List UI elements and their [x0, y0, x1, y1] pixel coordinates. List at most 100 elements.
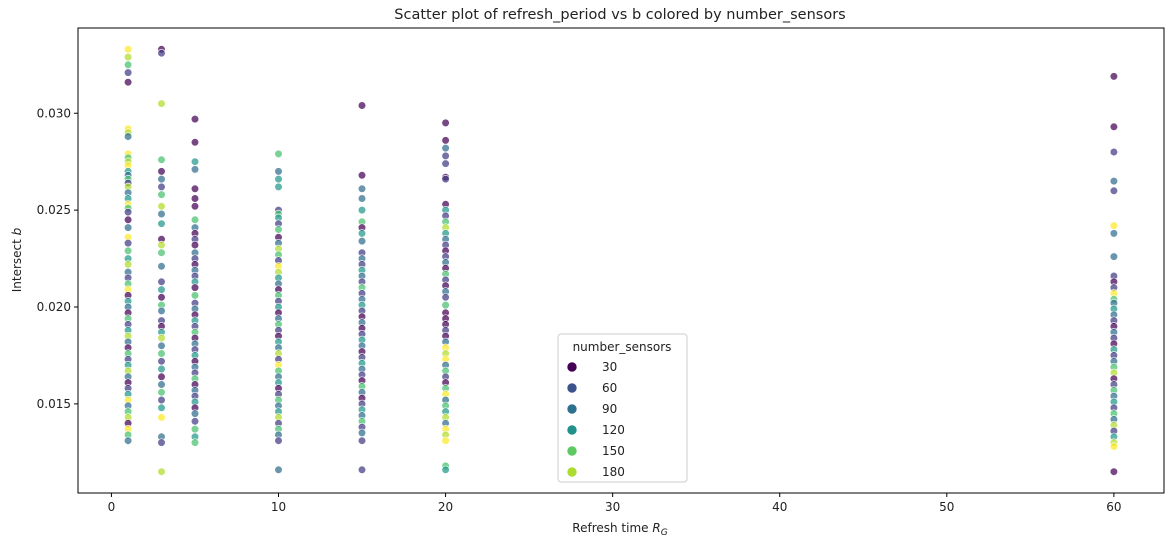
data-point	[190, 409, 200, 418]
data-point	[357, 101, 367, 110]
plot-frame	[77, 27, 1165, 494]
legend-entries: 30 60 90 120 150 180	[566, 360, 625, 479]
data-point	[190, 194, 200, 203]
y-tick-label: 0.030	[37, 106, 71, 120]
x-tick-label: 50	[939, 500, 954, 514]
data-point	[157, 202, 166, 211]
data-point	[274, 167, 283, 176]
data-point	[157, 285, 166, 294]
data-point	[190, 202, 200, 211]
data-point	[1109, 229, 1118, 238]
data-point	[157, 155, 166, 164]
x-axis-title-text: Refresh time	[572, 521, 652, 535]
data-point	[157, 262, 166, 271]
data-point	[157, 240, 166, 250]
data-point	[357, 171, 367, 180]
data-point	[124, 246, 133, 255]
data-point	[274, 175, 283, 184]
data-point	[124, 260, 133, 269]
data-point	[190, 165, 200, 174]
chart-title: Scatter plot of refresh_period vs b colo…	[394, 7, 845, 23]
data-point	[157, 248, 166, 257]
axes-layer: 0 10 20 30 40 50 60 0.015 0.020 0.025 0.030	[37, 106, 1122, 514]
data-point	[124, 208, 133, 217]
data-point	[441, 159, 450, 168]
data-point	[441, 301, 450, 310]
y-axis-title: Intersect b	[10, 227, 24, 292]
data-point	[441, 118, 450, 127]
data-point	[274, 465, 283, 474]
x-tick-label: 10	[271, 500, 286, 514]
data-point	[357, 194, 367, 203]
data-point	[157, 306, 166, 316]
data-point	[157, 190, 166, 199]
x-tick-label: 0	[108, 500, 116, 514]
data-point	[190, 138, 200, 147]
y-axis-title-symbol: b	[10, 227, 24, 235]
data-point	[157, 209, 166, 219]
data-point	[190, 114, 200, 124]
legend-marker	[566, 382, 578, 394]
legend-label: 60	[602, 381, 617, 395]
data-point	[1109, 186, 1118, 195]
y-tick-label: 0.020	[37, 300, 71, 314]
data-point	[441, 151, 450, 160]
x-axis-title: Refresh time RG	[572, 521, 667, 538]
data-point	[157, 167, 166, 176]
x-tick-label: 60	[1106, 500, 1121, 514]
legend-marker	[566, 403, 578, 415]
data-point	[1109, 442, 1118, 451]
data-point	[274, 436, 283, 445]
data-point	[190, 283, 200, 292]
data-point	[190, 157, 200, 166]
data-point	[1109, 177, 1118, 186]
data-point	[190, 291, 200, 300]
x-axis-title-symbol: R	[652, 521, 660, 535]
data-point	[157, 341, 166, 350]
legend-marker	[566, 466, 578, 478]
data-point	[157, 438, 166, 447]
data-point	[157, 277, 166, 286]
data-point	[190, 438, 200, 447]
data-point	[157, 388, 166, 397]
data-point	[157, 372, 166, 381]
data-point	[441, 293, 450, 302]
data-point	[157, 357, 166, 366]
data-point	[124, 132, 133, 141]
data-point	[157, 403, 166, 412]
data-point	[157, 349, 166, 358]
data-point	[157, 182, 166, 191]
data-point	[124, 68, 133, 77]
x-tick-label: 20	[438, 500, 453, 514]
data-point	[124, 78, 133, 87]
legend-label: 120	[602, 423, 625, 437]
data-point	[157, 175, 166, 184]
legend-label: 180	[602, 465, 625, 479]
data-point	[190, 240, 200, 250]
legend-title: number_sensors	[573, 340, 672, 354]
data-point	[124, 60, 133, 69]
data-point	[157, 99, 166, 108]
data-point	[441, 436, 450, 445]
legend-label: 90	[602, 402, 617, 416]
x-tick-label: 40	[772, 500, 787, 514]
data-point	[357, 229, 367, 238]
data-point	[124, 436, 133, 445]
data-point	[157, 413, 166, 422]
data-point	[1109, 221, 1118, 230]
data-point	[124, 45, 133, 54]
data-point	[157, 467, 166, 476]
data-point	[274, 182, 283, 191]
data-point	[157, 219, 166, 228]
data-point	[1109, 147, 1118, 157]
data-point	[357, 237, 367, 246]
data-point	[441, 136, 450, 145]
legend-marker	[566, 361, 578, 373]
data-point	[190, 184, 200, 193]
data-point	[124, 239, 133, 248]
data-point	[190, 215, 200, 224]
data-point	[190, 417, 200, 426]
data-point	[157, 380, 166, 389]
y-tick-label: 0.015	[37, 397, 71, 411]
